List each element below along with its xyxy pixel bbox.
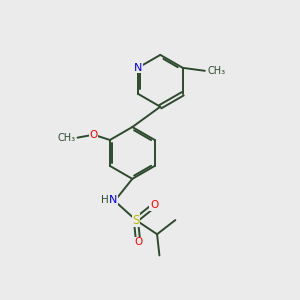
Text: N: N: [109, 195, 117, 205]
Text: O: O: [68, 133, 76, 142]
Text: S: S: [132, 214, 140, 226]
Text: CH₃: CH₃: [208, 66, 226, 76]
Text: O: O: [134, 237, 142, 247]
Text: CH₃: CH₃: [57, 133, 75, 142]
Text: H: H: [101, 195, 109, 205]
Text: O: O: [90, 130, 98, 140]
Text: O: O: [150, 200, 158, 210]
Text: N: N: [134, 63, 142, 73]
